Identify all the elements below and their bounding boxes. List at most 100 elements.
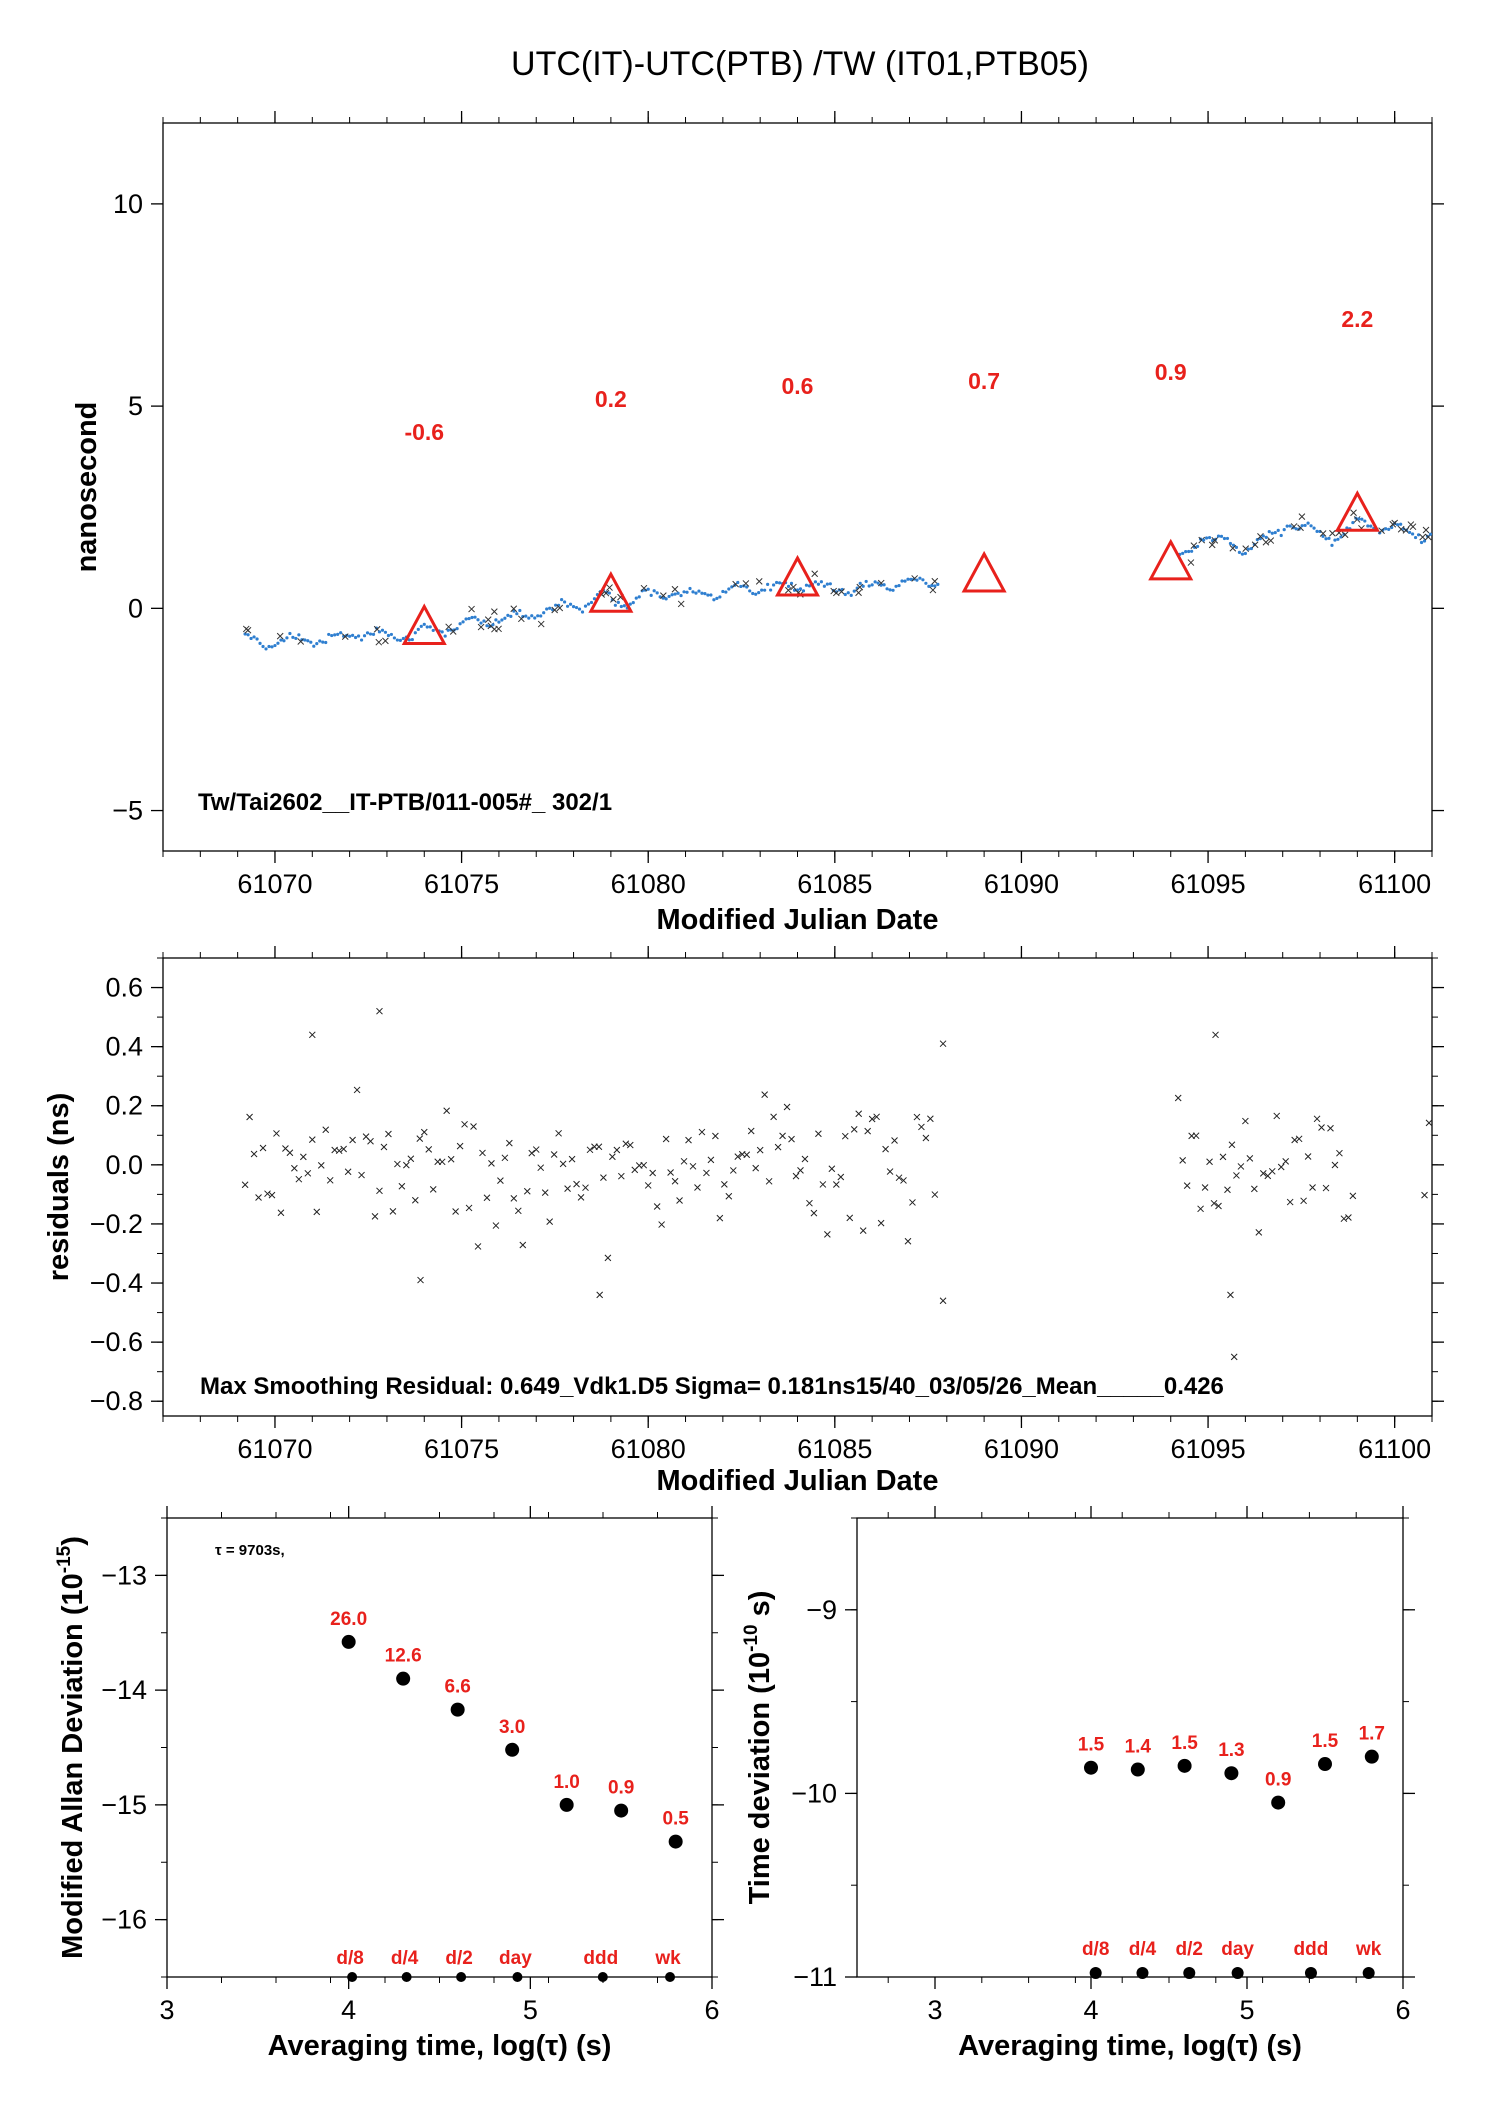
residual-point — [918, 1123, 925, 1131]
series-point — [637, 595, 641, 599]
series-cross — [1242, 545, 1250, 553]
series-point — [646, 587, 650, 591]
x-tick-label: 3 — [159, 1995, 174, 2025]
series-point — [279, 638, 283, 642]
x-tick-label: 61075 — [424, 869, 499, 899]
residual-point — [474, 1243, 482, 1250]
y-tick-label: 0.0 — [105, 1150, 143, 1180]
residual-point — [653, 1203, 661, 1210]
mdev-point-label: 3.0 — [499, 1717, 525, 1738]
series-point — [503, 616, 507, 620]
series-cross — [276, 632, 284, 640]
period-mark — [1362, 1967, 1375, 1979]
residual-point — [1286, 1198, 1294, 1206]
period-mark — [512, 1972, 523, 1982]
x-tick-label: 61100 — [1358, 1434, 1431, 1464]
mdev-point — [505, 1742, 520, 1757]
residual-point — [824, 1231, 831, 1238]
residual-point — [1197, 1205, 1204, 1213]
residual-point — [483, 1194, 491, 1202]
residual-point — [376, 1187, 383, 1195]
series-point — [822, 584, 826, 588]
series-point — [1321, 534, 1325, 538]
series-point — [440, 630, 444, 634]
residual-point — [447, 1155, 455, 1163]
residual-point — [1291, 1136, 1299, 1144]
series-point — [380, 628, 385, 632]
series-point — [500, 618, 504, 622]
series-point — [422, 622, 426, 626]
series-point — [700, 591, 704, 595]
residual-point — [792, 1172, 800, 1180]
residual-point — [1304, 1153, 1312, 1160]
y-axis-label: Modified Allan Deviation (10-15) — [54, 1536, 89, 1959]
series-cross — [297, 638, 305, 645]
residual-point — [1219, 1153, 1227, 1161]
series-point — [554, 603, 558, 607]
residual-point — [868, 1115, 876, 1123]
residual-point — [622, 1140, 630, 1148]
series-point — [264, 647, 268, 651]
series-point — [571, 605, 576, 609]
series-cross — [610, 596, 617, 603]
series-point — [1187, 549, 1191, 554]
series-point — [915, 578, 919, 582]
series-point — [300, 638, 304, 642]
figure-title: UTC(IT)-UTC(PTB) /TW (IT01,PTB05) — [511, 45, 1089, 83]
x-axis-label: Averaging time, log(τ) (s) — [268, 2030, 612, 2062]
series-point — [924, 581, 928, 585]
marker-triangle — [1334, 490, 1380, 532]
series-cross — [640, 584, 648, 592]
series-cross — [1262, 538, 1270, 546]
residual-point — [492, 1222, 500, 1229]
tdev-point-label: 1.5 — [1171, 1733, 1198, 1754]
series-point — [288, 631, 292, 636]
y-tick-label: −9 — [806, 1595, 837, 1625]
residual-point — [564, 1185, 571, 1193]
residual-point — [1201, 1184, 1209, 1191]
series-point — [634, 596, 638, 600]
x-axis-label: Modified Julian Date — [657, 904, 939, 936]
series-point — [1333, 538, 1337, 542]
residual-point — [568, 1155, 576, 1163]
series-point — [760, 588, 764, 592]
residual-point — [573, 1180, 580, 1188]
residual-point — [819, 1181, 827, 1188]
residuals-panel: 61070 61075 61080 61085 61090 61095 61100 −0.8 −… — [43, 946, 1444, 1497]
series-point — [730, 585, 734, 589]
residual-point — [241, 1181, 249, 1189]
series-cross — [490, 608, 498, 615]
series-point — [670, 593, 674, 597]
series-point — [312, 644, 316, 648]
residual-point — [340, 1145, 347, 1153]
series-cross — [811, 570, 819, 578]
series-point — [574, 605, 579, 610]
series-point — [616, 600, 620, 604]
residual-point — [734, 1153, 742, 1160]
series-point — [321, 640, 325, 644]
residual-point — [497, 1177, 504, 1184]
period-mark-label: wk — [1355, 1939, 1382, 1960]
series-point — [1237, 550, 1242, 554]
residual-point — [1277, 1163, 1285, 1171]
series-point — [1294, 527, 1298, 531]
series-point — [353, 635, 358, 640]
series-point — [682, 590, 686, 594]
y-axis-label-main: Modified Allan Deviation (10 — [57, 1573, 89, 1959]
residual-point — [609, 1153, 616, 1161]
residual-point — [873, 1113, 880, 1121]
residual-point — [626, 1141, 634, 1149]
residual-point — [855, 1110, 863, 1118]
residual-point — [246, 1113, 253, 1121]
period-mark — [1136, 1967, 1149, 1979]
residual-point — [313, 1208, 321, 1216]
residual-point — [689, 1162, 697, 1170]
series-cross — [1208, 541, 1216, 549]
series-point — [294, 636, 298, 641]
series-cross — [742, 580, 750, 587]
series-cross — [510, 605, 518, 613]
residual-point — [299, 1153, 307, 1161]
series-point — [697, 589, 701, 593]
series-point — [807, 584, 812, 588]
residual-point — [909, 1199, 916, 1206]
